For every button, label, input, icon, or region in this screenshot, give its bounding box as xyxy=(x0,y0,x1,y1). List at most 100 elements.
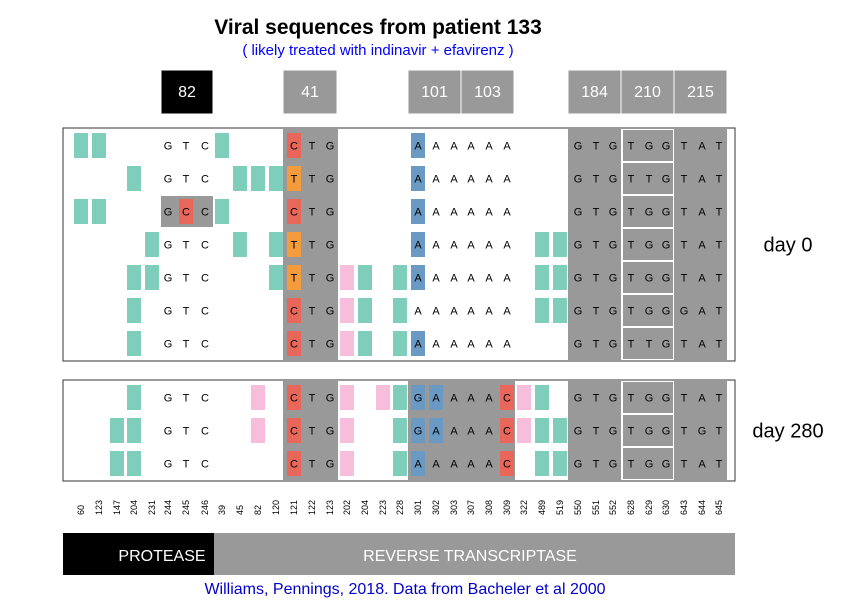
mutation-mark xyxy=(500,451,514,476)
nucleotide: T xyxy=(309,273,316,285)
mutation-mark xyxy=(411,385,425,410)
nucleotide: G xyxy=(164,393,173,405)
nucleotide: C xyxy=(503,393,511,405)
nucleotide: T xyxy=(291,273,298,285)
nucleotide: T xyxy=(681,339,688,351)
nucleotide: C xyxy=(503,459,511,471)
nucleotide: A xyxy=(414,174,422,186)
nonsyn-mutation-mark xyxy=(251,418,265,443)
position-tick-label: 39 xyxy=(217,505,227,515)
nucleotide: G xyxy=(645,459,654,471)
mutation-mark xyxy=(411,166,425,191)
nucleotide: T xyxy=(681,174,688,186)
nucleotide: A xyxy=(503,339,511,351)
codon-210-shade xyxy=(623,163,673,194)
syn-mutation-mark xyxy=(269,232,283,257)
mutation-mark xyxy=(411,418,425,443)
syn-mutation-mark xyxy=(358,265,372,290)
nucleotide: G xyxy=(645,273,654,285)
mutation-mark xyxy=(287,166,301,191)
nonsyn-mutation-mark xyxy=(340,331,354,356)
nucleotide: C xyxy=(201,459,209,471)
nucleotide: T xyxy=(628,393,635,405)
position-tick-label: 223 xyxy=(378,500,388,515)
nucleotide: G xyxy=(609,426,618,438)
nucleotide: A xyxy=(485,240,493,252)
nucleotide: T xyxy=(309,459,316,471)
nucleotide: A xyxy=(467,207,475,219)
nucleotide: A xyxy=(450,207,458,219)
nonsyn-mutation-mark xyxy=(340,298,354,323)
nucleotide: T xyxy=(716,240,723,252)
nucleotide: T xyxy=(628,141,635,153)
nucleotide: A xyxy=(450,459,458,471)
codon-label-41: 41 xyxy=(301,84,319,101)
nucleotide: A xyxy=(414,459,422,471)
nucleotide: C xyxy=(201,141,209,153)
mutation-mark xyxy=(411,199,425,224)
nucleotide: G xyxy=(164,240,173,252)
codon-shade xyxy=(674,129,727,360)
nucleotide: T xyxy=(183,141,190,153)
position-tick-label: 322 xyxy=(519,500,529,515)
mutation-mark xyxy=(411,451,425,476)
nucleotide: T xyxy=(716,207,723,219)
nucleotide: A xyxy=(467,459,475,471)
nucleotide: G xyxy=(164,141,173,153)
nucleotide: T xyxy=(628,174,635,186)
nucleotide: T xyxy=(716,141,723,153)
nucleotide: T xyxy=(593,141,600,153)
nucleotide: G xyxy=(326,306,335,318)
nucleotide: T xyxy=(716,459,723,471)
mutation-mark xyxy=(500,418,514,443)
nucleotide: A xyxy=(432,141,440,153)
position-tick-label: 308 xyxy=(484,500,494,515)
nucleotide: A xyxy=(432,306,440,318)
mutation-mark xyxy=(500,385,514,410)
position-tick-label: 301 xyxy=(413,500,423,515)
nucleotide: G xyxy=(164,207,173,219)
nucleotide: T xyxy=(593,273,600,285)
nucleotide: A xyxy=(432,240,440,252)
figure-subtitle: ( likely treated with indinavir + efavir… xyxy=(242,42,513,59)
nucleotide: A xyxy=(414,273,422,285)
position-tick-label: 204 xyxy=(129,500,139,515)
nucleotide: T xyxy=(646,174,653,186)
nucleotide: G xyxy=(662,273,671,285)
nonsyn-mutation-mark xyxy=(340,385,354,410)
mutation-mark xyxy=(287,331,301,356)
nucleotide: T xyxy=(291,174,298,186)
position-tick-label: 60 xyxy=(76,505,86,515)
nucleotide: T xyxy=(646,339,653,351)
nucleotide: G xyxy=(609,207,618,219)
codon-shade xyxy=(674,381,727,480)
nucleotide: A xyxy=(450,174,458,186)
nucleotide: G xyxy=(574,240,583,252)
position-ticks: 60 123 147 204 231 244 245 246 39 45 82 120 121 122 12… xyxy=(76,500,724,515)
syn-mutation-mark xyxy=(269,265,283,290)
position-tick-label: 519 xyxy=(555,500,565,515)
nucleotide: A xyxy=(485,207,493,219)
nucleotide: G xyxy=(645,393,654,405)
nucleotide: A xyxy=(467,141,475,153)
codon-210-shade xyxy=(623,448,673,479)
nucleotide: G xyxy=(609,393,618,405)
nucleotide: G xyxy=(326,207,335,219)
panel-day-label: day 280 xyxy=(752,421,823,443)
nucleotide: G xyxy=(645,207,654,219)
nucleotide: G xyxy=(326,174,335,186)
nucleotide: T xyxy=(593,426,600,438)
nucleotide: T xyxy=(716,306,723,318)
protease-region xyxy=(63,533,214,575)
nucleotide: T xyxy=(628,240,635,252)
nucleotide: T xyxy=(716,393,723,405)
sequence-panels: G T C C T G A A A A A A G T G T G G T A TG T C T T G A A A A A A G T G T T G T… xyxy=(62,127,824,482)
nucleotide: C xyxy=(290,141,298,153)
nucleotide: A xyxy=(698,273,706,285)
nucleotide: A xyxy=(414,240,422,252)
panel-0: G T C C T G A A A A A A G T G T G G T A TG T C T T G A A A A A A G T G T T G T… xyxy=(62,127,812,362)
syn-mutation-mark xyxy=(393,451,407,476)
mutation-mark xyxy=(179,199,193,224)
